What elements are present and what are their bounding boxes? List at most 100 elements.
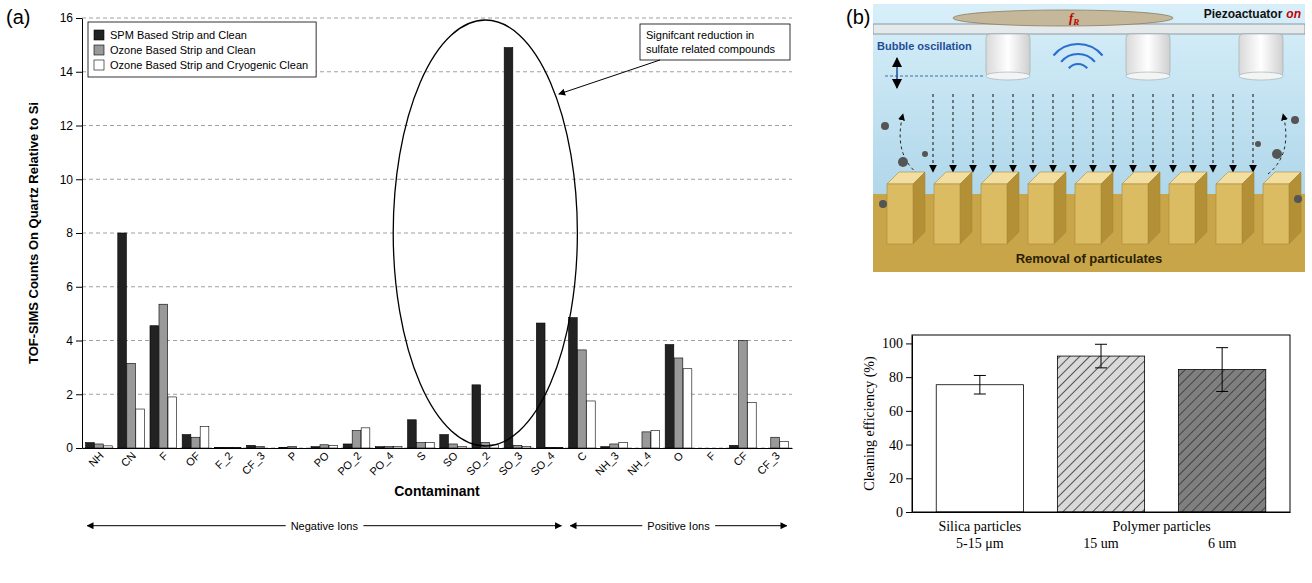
removal-label: Removal of particulates [1016, 251, 1163, 266]
legend-swatch [94, 30, 104, 40]
tick-mark [76, 72, 82, 73]
annotation-text: Signifcant reduction in sulfate related c… [646, 29, 776, 55]
fin-front [887, 184, 913, 244]
highlight-ellipse [393, 20, 577, 446]
tick-mark [76, 126, 82, 127]
error-bar [1216, 348, 1228, 392]
bar [697, 448, 706, 449]
tick-mark [906, 512, 912, 513]
bar [150, 326, 159, 448]
legend: SPM Based Strip and CleanOzone Based Str… [88, 22, 316, 77]
tick: 15 um [1083, 536, 1119, 551]
tick-label: 20 [889, 471, 903, 486]
bar [601, 447, 610, 448]
tick-label: SO_2 [464, 449, 492, 477]
flow-arrow [1212, 94, 1213, 172]
particle [1272, 149, 1282, 159]
fin-front [981, 184, 1007, 244]
bar [191, 437, 200, 448]
tick-label: 60 [889, 404, 903, 419]
label-background [642, 519, 715, 533]
bar [279, 447, 288, 448]
y-axis-title: Cleaning efficiency (%) [862, 356, 878, 491]
tick-label: 4 [66, 334, 73, 348]
tick-mark [76, 287, 82, 288]
fin-front [1028, 184, 1054, 244]
tick: SO_2 [464, 449, 492, 477]
tick: 6 um [1208, 536, 1237, 551]
bar [265, 448, 274, 449]
particle [922, 151, 928, 157]
oscillation-arrow [896, 58, 898, 88]
error-bar [1095, 344, 1107, 368]
legend-swatch [94, 45, 104, 55]
tick-label: 12 [60, 119, 74, 133]
tick: 20 [889, 471, 912, 486]
tick: 16 [60, 11, 82, 25]
tick-label: O [671, 449, 686, 464]
grid-line [82, 340, 792, 341]
particle [1255, 141, 1261, 147]
bar [748, 402, 757, 448]
oscillation-guide [885, 76, 983, 77]
bar [739, 341, 748, 449]
tick-label: C [575, 449, 589, 463]
tick-mark [76, 179, 82, 180]
error-line [1222, 348, 1223, 392]
tick: F_2 [213, 449, 235, 471]
flow-arrow [1072, 94, 1073, 172]
fin-side [1242, 172, 1254, 244]
legend-box [88, 22, 316, 77]
fin-front [1122, 184, 1148, 244]
tick: C [575, 449, 589, 463]
tick: SO [440, 449, 460, 469]
tick: SO_3 [496, 449, 524, 477]
bar [771, 437, 780, 448]
group-label: Negative Ions [291, 520, 359, 532]
tick-mark [76, 18, 82, 19]
bar [936, 385, 1023, 512]
tick-label: PO_4 [367, 449, 395, 477]
tick: PO_4 [367, 449, 395, 477]
grid-line [82, 179, 792, 180]
tick-label: NH_3 [593, 449, 621, 477]
y-axis: 0246810121416 [60, 11, 83, 455]
fin-side [913, 172, 925, 244]
tick: PO_2 [335, 449, 363, 477]
wave [1061, 54, 1095, 62]
tick-mark [76, 394, 82, 395]
bubble [1126, 34, 1170, 76]
bar [320, 445, 329, 448]
tick: F [157, 449, 170, 462]
bar [674, 358, 683, 448]
grid-line [82, 286, 792, 287]
tick-mark [76, 233, 82, 234]
tick: F [704, 449, 717, 462]
flow-arrow [1252, 94, 1253, 172]
annotation: Signifcant reduction in sulfate related c… [559, 24, 790, 94]
flow-arrow [932, 94, 933, 172]
fin-front [1075, 184, 1101, 244]
bar [545, 447, 554, 448]
fin-side [1054, 172, 1066, 244]
tick: 0 [66, 441, 82, 455]
bar [182, 435, 191, 448]
tick-label: CF_3 [239, 449, 267, 477]
tick: O [671, 449, 686, 464]
tick-label: OF [183, 449, 202, 468]
flow-arrow [1172, 94, 1173, 172]
group-label: Positive Ions [647, 520, 710, 532]
error-cap [1095, 367, 1107, 368]
annotation-line: Signifcant reduction in [646, 29, 754, 41]
bubble-end [986, 72, 1030, 80]
bar [214, 447, 223, 448]
wave [1069, 64, 1087, 68]
bar [578, 350, 587, 448]
tick-label: 10 [60, 173, 74, 187]
axis-line [913, 512, 1291, 513]
fin-front [934, 184, 960, 244]
error-bar [974, 375, 986, 394]
particle [879, 200, 887, 208]
bar [1057, 356, 1144, 512]
annotation-line: sulfate related compounds [646, 43, 776, 55]
